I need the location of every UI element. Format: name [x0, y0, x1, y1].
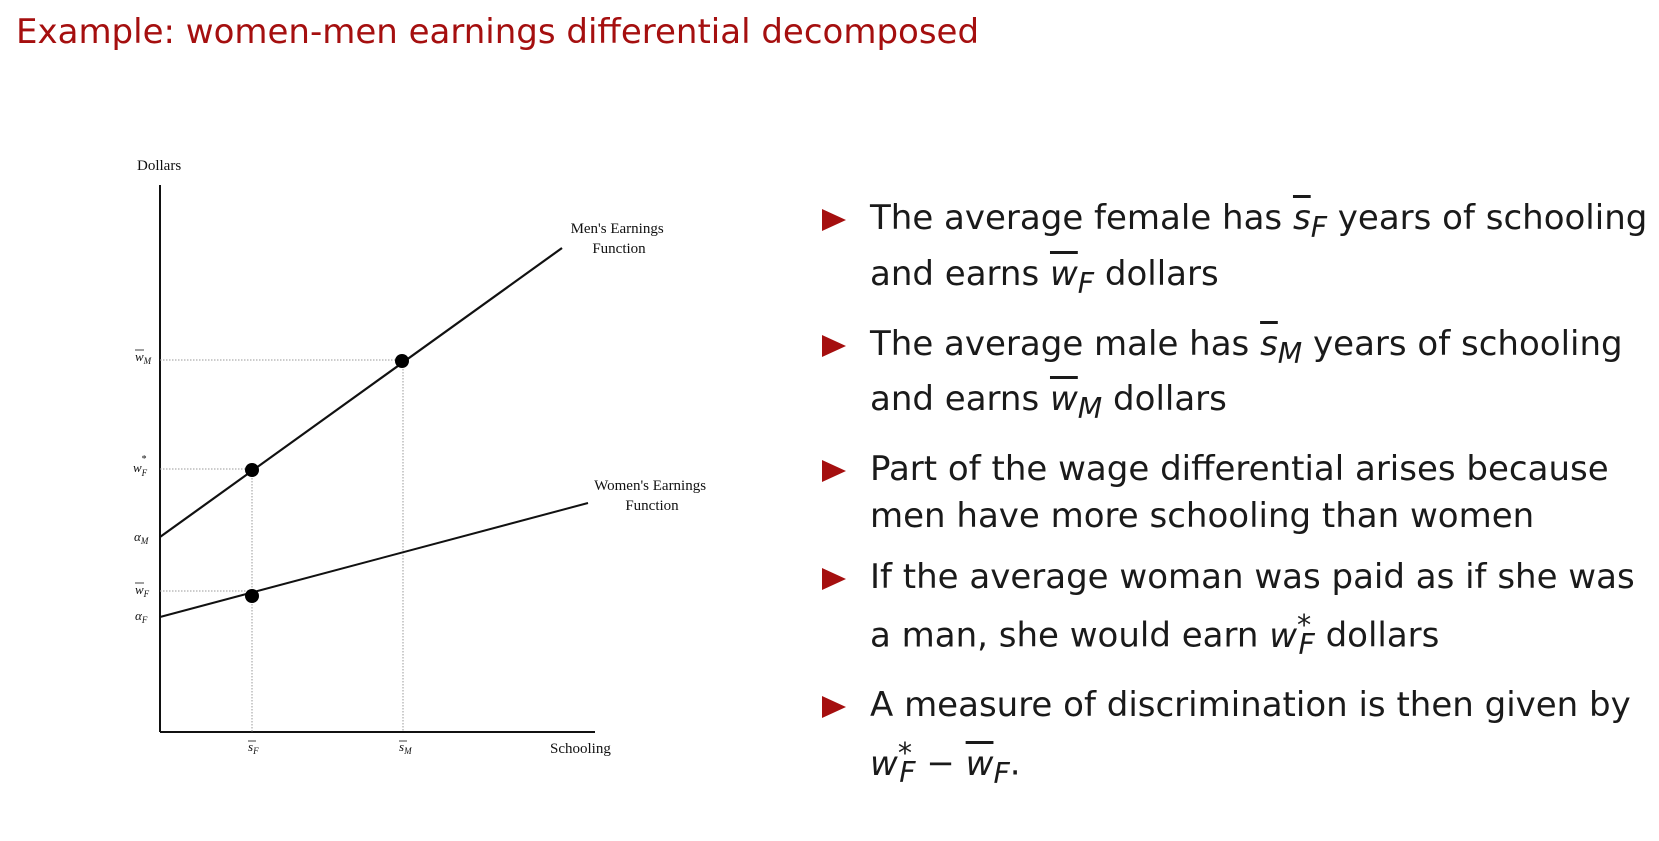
xtick-sm: sM [399, 739, 412, 756]
bullet-4-text-a: If the average woman was paid as if she … [870, 557, 1635, 656]
bullet-1-math-wf-base: w [1049, 253, 1078, 294]
mens-function-label-line2: Function [592, 241, 646, 257]
bullet-3: Part of the wage differential arises bec… [822, 446, 1650, 540]
xtick-sm-sub: M [403, 746, 412, 756]
bullet-1-math-sf: sF [1292, 198, 1327, 244]
ytick-wf-sub: F [143, 589, 150, 599]
bullet-2: The average male has sM years of schooli… [822, 321, 1650, 433]
bullet-5-math-wf: wF [965, 743, 1010, 790]
xtick-sm-base: s [399, 739, 404, 754]
bullet-5: A measure of discrimination is then give… [822, 682, 1650, 796]
bullet-2-math-sm-sub: M [1277, 336, 1303, 370]
bullet-4-math-wfstar: w*F [1269, 608, 1315, 661]
bullet-4-text-b: dollars [1314, 615, 1440, 656]
ytick-alphaf: αF [135, 608, 148, 625]
bullet-2-text-a: The average male has [870, 323, 1261, 364]
bullet-1-math-wf: wF [1049, 253, 1094, 300]
bullet-2-math-sm: sM [1260, 323, 1302, 370]
bullet-2-text-c: dollars [1102, 379, 1227, 420]
mens-earnings-line [159, 247, 563, 538]
triangle-bullet-icon [822, 460, 846, 483]
bullet-1-text-c: dollars [1094, 253, 1219, 294]
triangle-bullet-icon [822, 334, 846, 357]
womens-function-label: Women's Earnings Function [594, 478, 710, 514]
bullet-2-text-b: years of schooling and earns [870, 323, 1623, 420]
ytick-wfstar-base: w [133, 460, 142, 475]
bullet-5-math1-base: w [870, 743, 898, 784]
slide-title: Example: women-men earnings differential… [16, 12, 980, 52]
womens-earnings-line [159, 502, 589, 618]
point-sf-wf [245, 589, 259, 603]
xtick-sf-sub: F [252, 746, 259, 756]
mens-function-label: Men's Earnings Function [571, 221, 668, 257]
ytick-wm-base: w [135, 349, 144, 364]
bullet-2-math-wm-base: w [1049, 379, 1078, 420]
ytick-wfstar: wF * [133, 454, 148, 478]
x-axis-label: Schooling [550, 741, 611, 757]
womens-function-label-line1: Women's Earnings [594, 478, 706, 494]
bullet-2-math-wm-sub: M [1077, 392, 1103, 426]
ytick-alphaf-base: α [135, 608, 143, 623]
point-sm-wm [395, 354, 409, 368]
mens-function-label-line1: Men's Earnings [571, 221, 664, 237]
triangle-bullet-icon [822, 209, 846, 231]
bullet-5-math1-sub: F [899, 756, 916, 790]
bullet-2-math-sm-base: s [1260, 323, 1278, 364]
bullet-4-math-sup: * [1297, 608, 1312, 642]
bullet-1-text-b: years of schooling and earns [870, 198, 1648, 294]
ytick-alpham: αM [134, 529, 149, 546]
womens-function-label-line2: Function [625, 498, 679, 514]
bullet-4: If the average woman was paid as if she … [822, 554, 1650, 668]
ytick-wfstar-sub: F [141, 468, 148, 478]
triangle-bullet-icon [822, 696, 846, 719]
xtick-sf-base: s [248, 739, 253, 754]
bullet-5-text-b: . [1009, 743, 1021, 784]
ytick-wf-base: w [135, 582, 144, 597]
point-sf-wfstar [245, 463, 259, 477]
bullet-5-text-a: A measure of discrimination is then give… [870, 685, 1631, 726]
bullet-5-math2-sub: F [993, 756, 1010, 790]
ytick-wm-sub: M [143, 356, 152, 366]
y-axis-label: Dollars [137, 158, 181, 174]
bullet-4-math-base: w [1269, 615, 1298, 656]
bullet-1-math-wf-sub: F [1077, 266, 1095, 300]
ytick-wfstar-sup: * [141, 454, 146, 465]
bullet-3-text: Part of the wage differential arises bec… [870, 449, 1609, 537]
bullet-5-math1-sup: * [897, 736, 912, 770]
ytick-wf: wF [135, 582, 150, 599]
xtick-sf: sF [248, 739, 259, 756]
bullet-list: The average female has sF years of schoo… [822, 195, 1650, 810]
bullet-1-math-sf-base: s [1292, 198, 1311, 238]
triangle-bullet-icon [822, 568, 846, 591]
bullet-5-minus: − [915, 743, 966, 784]
bullet-5-math-wfstar: w*F [870, 736, 916, 789]
bullet-4-math-sub: F [1298, 628, 1315, 662]
bullet-1: The average female has sF years of schoo… [822, 195, 1650, 307]
ytick-alpham-base: α [134, 529, 142, 544]
ytick-alpham-sub: M [140, 536, 149, 546]
guide-lines [160, 359, 404, 732]
ytick-wm: wM [135, 349, 152, 366]
bullet-1-text-a: The average female has [870, 198, 1293, 238]
bullet-5-math2-base: w [965, 743, 994, 784]
bullet-1-math-sf-sub: F [1310, 210, 1327, 244]
bullet-2-math-wm: wM [1049, 379, 1102, 425]
ytick-alphaf-sub: F [141, 615, 148, 625]
